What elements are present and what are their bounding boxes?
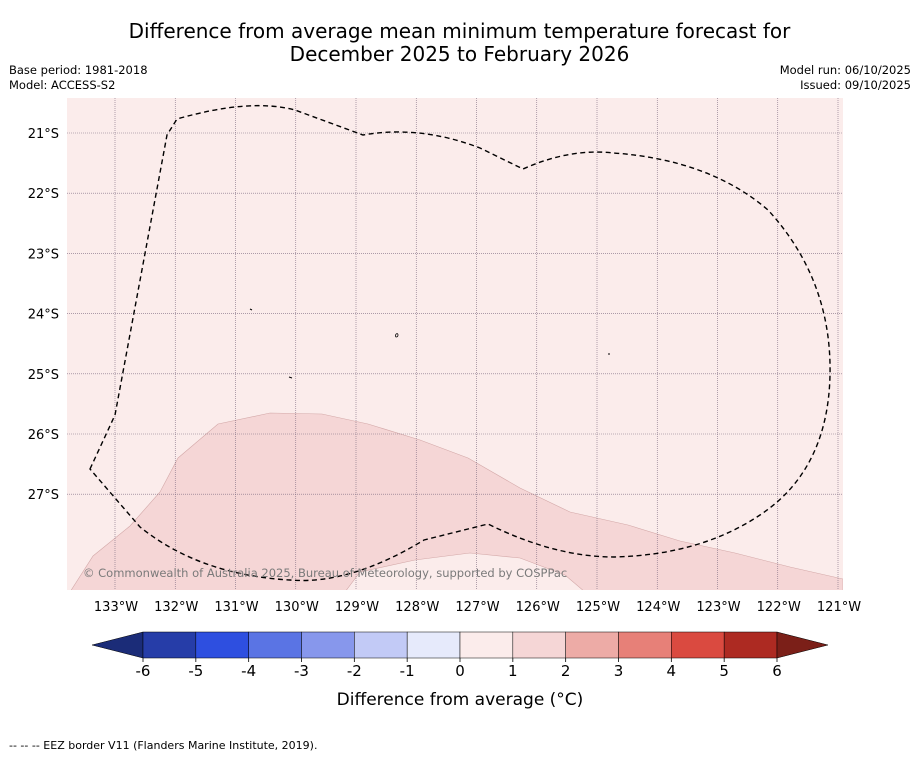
- colorbar-segment: [512, 631, 566, 659]
- colorbar-segment: [354, 631, 408, 659]
- colorbar-extend-low: [91, 631, 144, 659]
- copyright-notice: © Commonwealth of Australia 2025, Bureau…: [83, 566, 567, 580]
- model-run-text: Model run: 06/10/2025: [779, 63, 911, 77]
- latitude-label: 21°S: [28, 127, 59, 142]
- colorbar-tick-label: -3: [294, 662, 309, 680]
- latitude-label: 25°S: [28, 368, 59, 383]
- colorbar-tick-label: -1: [400, 662, 415, 680]
- colorbar-tick-label: 0: [455, 662, 465, 680]
- graticule: [67, 98, 843, 590]
- colorbar-title: Difference from average (°C): [337, 690, 584, 710]
- colorbar-segment: [142, 631, 197, 659]
- shading-0-to-1-pocket: [346, 552, 584, 590]
- colorbar-tick-label: 4: [667, 662, 677, 680]
- longitude-label: 125°W: [576, 600, 620, 615]
- map-title-line-2: December 2025 to February 2026: [289, 42, 630, 66]
- island-marker: [395, 333, 399, 338]
- colorbar-segment: [565, 631, 619, 659]
- longitude-label: 128°W: [395, 600, 439, 615]
- colorbar-extend-high: [776, 631, 829, 659]
- base-period-text: Base period: 1981-2018: [9, 63, 148, 77]
- longitude-label: 126°W: [516, 600, 560, 615]
- longitude-label: 133°W: [94, 600, 138, 615]
- colorbar-segment: [406, 631, 461, 659]
- colorbar-segment: [459, 631, 514, 659]
- colorbar-tick-label: 3: [614, 662, 624, 680]
- colorbar-segment: [671, 631, 725, 659]
- island-marker: [249, 308, 253, 311]
- colorbar-tick-label: -2: [347, 662, 362, 680]
- metadata-left: Base period: 1981-2018 Model: ACCESS-S2: [9, 63, 148, 93]
- longitude-label: 121°W: [817, 600, 861, 615]
- colorbar-tick-label: -4: [241, 662, 256, 680]
- colorbar-tick-label: -5: [188, 662, 203, 680]
- longitude-label: 122°W: [757, 600, 801, 615]
- colorbar-segment: [195, 631, 249, 659]
- metadata-right: Model run: 06/10/2025 Issued: 09/10/2025: [780, 63, 911, 93]
- latitude-label: 22°S: [28, 187, 59, 202]
- eez-legend-footnote: -- -- -- EEZ border V11 (Flanders Marine…: [9, 739, 318, 752]
- longitude-label: 127°W: [455, 600, 499, 615]
- longitude-label: 131°W: [214, 600, 258, 615]
- longitude-label: 124°W: [636, 600, 680, 615]
- colorbar-tick-label: 6: [772, 662, 782, 680]
- colorbar-tick-label: 5: [719, 662, 729, 680]
- colorbar-segment: [618, 631, 672, 659]
- colorbar: -6 -5 -4 -3 -2 -1 0 1 2 3 4 5 6 Difference from aver…: [91, 631, 829, 710]
- colorbar-segment: [723, 631, 778, 659]
- latitude-label: 23°S: [28, 247, 59, 262]
- shading-1-to-2-region: [70, 412, 843, 590]
- eez-border-line: [89, 104, 831, 582]
- colorbar-tick-label: 1: [508, 662, 518, 680]
- longitude-label: 123°W: [696, 600, 740, 615]
- model-text: Model: ACCESS-S2: [9, 78, 116, 92]
- latitude-label: 27°S: [28, 488, 59, 503]
- map-panel: © Commonwealth of Australia 2025, Bureau…: [67, 98, 843, 590]
- latitude-label: 26°S: [28, 428, 59, 443]
- colorbar-segment: [301, 631, 355, 659]
- longitude-labels: 133°W 132°W 131°W 130°W 129°W 128°W 127°W 126°W…: [94, 600, 861, 615]
- issued-text: Issued: 09/10/2025: [800, 78, 911, 92]
- longitude-label: 132°W: [154, 600, 198, 615]
- latitude-label: 24°S: [28, 308, 59, 323]
- island-marker: [288, 376, 293, 379]
- map-title-line-1: Difference from average mean minimum tem…: [128, 19, 791, 43]
- longitude-label: 130°W: [275, 600, 319, 615]
- latitude-labels: 21°S 22°S 23°S 24°S 25°S 26°S 27°S: [28, 127, 59, 503]
- colorbar-tick-label: 2: [561, 662, 571, 680]
- colorbar-tick-label: -6: [136, 662, 151, 680]
- longitude-label: 129°W: [335, 600, 379, 615]
- colorbar-segment: [248, 631, 302, 659]
